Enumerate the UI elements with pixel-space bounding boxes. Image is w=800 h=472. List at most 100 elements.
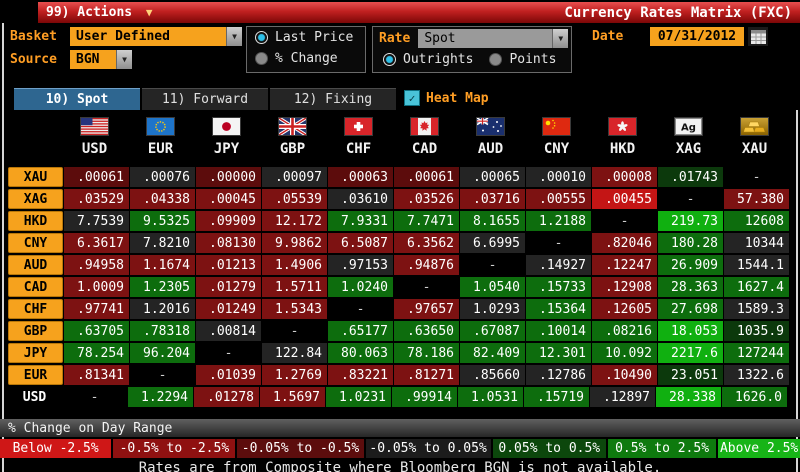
rate-cell-usd-hkd[interactable]: .12897 (590, 387, 655, 407)
rate-cell-gbp-usd[interactable]: .63705 (64, 321, 129, 341)
rate-cell-cny-aud[interactable]: 6.6995 (460, 233, 525, 253)
rate-cell-usd-gbp[interactable]: 1.5697 (260, 387, 325, 407)
rate-cell-xau-xag[interactable]: .01743 (658, 167, 723, 187)
rate-cell-cny-chf[interactable]: 6.5087 (328, 233, 393, 253)
rate-cell-usd-xag[interactable]: 28.338 (656, 387, 721, 407)
rate-cell-cad-cny[interactable]: .15733 (526, 277, 591, 297)
rate-cell-aud-eur[interactable]: 1.1674 (130, 255, 195, 275)
rate-cell-aud-gbp[interactable]: 1.4906 (262, 255, 327, 275)
rate-cell-gbp-eur[interactable]: .78318 (130, 321, 195, 341)
rate-cell-usd-eur[interactable]: 1.2294 (128, 387, 193, 407)
rate-cell-hkd-xau[interactable]: 12608 (724, 211, 789, 231)
rate-cell-cny-cad[interactable]: 6.3562 (394, 233, 459, 253)
rate-cell-gbp-xag[interactable]: 18.053 (658, 321, 723, 341)
rate-cell-gbp-cad[interactable]: .63650 (394, 321, 459, 341)
rate-cell-xag-xau[interactable]: 57.380 (724, 189, 789, 209)
rate-cell-cad-usd[interactable]: 1.0009 (64, 277, 129, 297)
rate-cell-xag-gbp[interactable]: .05539 (262, 189, 327, 209)
rate-cell-cny-hkd[interactable]: .82046 (592, 233, 657, 253)
rate-cell-xag-hkd[interactable]: .00455 (592, 189, 657, 209)
rate-cell-xag-xag[interactable]: - (658, 189, 723, 209)
rate-cell-usd-chf[interactable]: 1.0231 (326, 387, 391, 407)
column-header-eur[interactable]: EUR (147, 141, 174, 157)
tab-fixing[interactable]: 12) Fixing (270, 88, 396, 110)
row-header-usd[interactable]: USD (22, 389, 47, 405)
rate-cell-cny-xau[interactable]: 10344 (724, 233, 789, 253)
rate-cell-gbp-jpy[interactable]: .00814 (196, 321, 261, 341)
rate-cell-aud-cny[interactable]: .14927 (526, 255, 591, 275)
rate-cell-cad-aud[interactable]: 1.0540 (460, 277, 525, 297)
rate-cell-aud-hkd[interactable]: .12247 (592, 255, 657, 275)
rate-cell-jpy-aud[interactable]: 82.409 (460, 343, 525, 363)
row-header-cad[interactable]: CAD (8, 277, 63, 297)
row-header-jpy[interactable]: JPY (8, 343, 63, 363)
rate-cell-hkd-jpy[interactable]: .09909 (196, 211, 261, 231)
rate-cell-eur-chf[interactable]: .83221 (328, 365, 393, 385)
rate-cell-cny-jpy[interactable]: .08130 (196, 233, 261, 253)
rate-cell-xau-aud[interactable]: .00065 (460, 167, 525, 187)
column-header-jpy[interactable]: JPY (213, 141, 240, 157)
rate-mode-outrights-radio[interactable]: Outrights (373, 49, 473, 70)
rate-cell-chf-xau[interactable]: 1589.3 (724, 299, 789, 319)
rate-cell-eur-usd[interactable]: .81341 (64, 365, 129, 385)
rate-cell-cny-gbp[interactable]: 9.9862 (262, 233, 327, 253)
rate-cell-jpy-cny[interactable]: 12.301 (526, 343, 591, 363)
rate-cell-jpy-xag[interactable]: 2217.6 (658, 343, 723, 363)
rate-cell-hkd-hkd[interactable]: - (592, 211, 657, 231)
rate-cell-xag-cny[interactable]: .00555 (526, 189, 591, 209)
row-header-gbp[interactable]: GBP (8, 321, 63, 341)
rate-cell-xau-jpy[interactable]: .00000 (196, 167, 261, 187)
rate-cell-jpy-eur[interactable]: 96.204 (130, 343, 195, 363)
rate-cell-aud-aud[interactable]: - (460, 255, 525, 275)
chevron-down-icon[interactable]: ▼ (116, 50, 132, 69)
rate-cell-usd-aud[interactable]: 1.0531 (458, 387, 523, 407)
column-header-xag[interactable]: XAG (675, 141, 702, 157)
rate-cell-eur-eur[interactable]: - (130, 365, 195, 385)
rate-cell-cad-chf[interactable]: 1.0240 (328, 277, 393, 297)
rate-cell-usd-cad[interactable]: .99914 (392, 387, 457, 407)
rate-cell-gbp-gbp[interactable]: - (262, 321, 327, 341)
rate-cell-chf-cny[interactable]: .15364 (526, 299, 591, 319)
rate-cell-xau-cny[interactable]: .00010 (526, 167, 591, 187)
rate-dropdown[interactable]: Spot ▼ (418, 28, 569, 48)
rate-cell-cad-gbp[interactable]: 1.5711 (262, 277, 327, 297)
rate-cell-eur-hkd[interactable]: .10490 (592, 365, 657, 385)
rate-cell-chf-xag[interactable]: 27.698 (658, 299, 723, 319)
rate-cell-xau-xau[interactable]: - (724, 167, 789, 187)
rate-cell-xag-cad[interactable]: .03526 (394, 189, 459, 209)
rate-cell-aud-cad[interactable]: .94876 (394, 255, 459, 275)
rate-cell-jpy-hkd[interactable]: 10.092 (592, 343, 657, 363)
rate-cell-xau-chf[interactable]: .00063 (328, 167, 393, 187)
rate-cell-jpy-jpy[interactable]: - (196, 343, 261, 363)
rate-cell-gbp-xau[interactable]: 1035.9 (724, 321, 789, 341)
rate-cell-cny-xag[interactable]: 180.28 (658, 233, 723, 253)
rate-cell-xau-cad[interactable]: .00061 (394, 167, 459, 187)
rate-cell-aud-jpy[interactable]: .01213 (196, 255, 261, 275)
rate-cell-cny-usd[interactable]: 6.3617 (64, 233, 129, 253)
row-header-chf[interactable]: CHF (8, 299, 63, 319)
rate-cell-jpy-cad[interactable]: 78.186 (394, 343, 459, 363)
rate-cell-cny-cny[interactable]: - (526, 233, 591, 253)
rate-cell-chf-chf[interactable]: - (328, 299, 393, 319)
radio-unselected-icon[interactable] (489, 53, 503, 66)
rate-cell-aud-xag[interactable]: 26.909 (658, 255, 723, 275)
rate-cell-hkd-aud[interactable]: 8.1655 (460, 211, 525, 231)
calendar-icon[interactable] (748, 27, 768, 46)
rate-cell-xag-usd[interactable]: .03529 (64, 189, 129, 209)
rate-cell-xag-jpy[interactable]: .00045 (196, 189, 261, 209)
rate-cell-eur-jpy[interactable]: .01039 (196, 365, 261, 385)
row-header-xau[interactable]: XAU (8, 167, 63, 187)
row-header-eur[interactable]: EUR (8, 365, 63, 385)
rate-cell-hkd-cad[interactable]: 7.7471 (394, 211, 459, 231)
rate-cell-xau-hkd[interactable]: .00008 (592, 167, 657, 187)
rate-cell-usd-usd[interactable]: - (62, 387, 127, 407)
price-mode-lastprice-radio[interactable]: Last Price (247, 27, 365, 48)
rate-cell-usd-jpy[interactable]: .01278 (194, 387, 259, 407)
rate-cell-chf-gbp[interactable]: 1.5343 (262, 299, 327, 319)
rate-mode-points-radio[interactable]: Points (473, 49, 556, 70)
rate-cell-aud-xau[interactable]: 1544.1 (724, 255, 789, 275)
row-header-xag[interactable]: XAG (8, 189, 63, 209)
rate-cell-cad-hkd[interactable]: .12908 (592, 277, 657, 297)
row-header-hkd[interactable]: HKD (8, 211, 63, 231)
rate-cell-aud-chf[interactable]: .97153 (328, 255, 393, 275)
